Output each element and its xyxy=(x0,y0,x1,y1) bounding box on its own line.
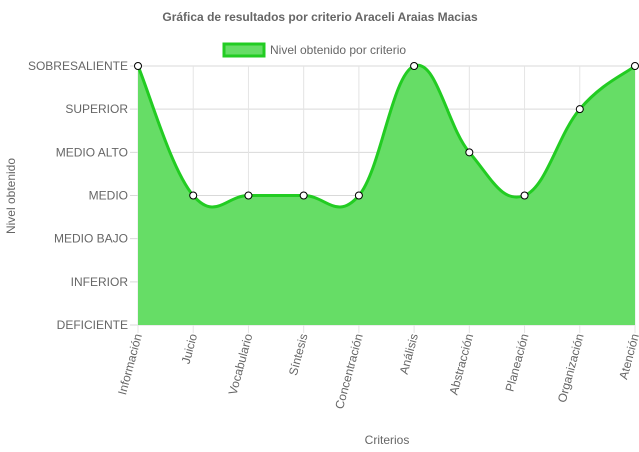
legend[interactable]: Nivel obtenido por criterio xyxy=(222,42,406,58)
y-axis-label: Nivel obtenido xyxy=(4,158,18,234)
x-tick-label: Concentración xyxy=(332,332,366,410)
y-tick-label: MEDIO ALTO xyxy=(56,145,128,159)
series-line xyxy=(136,63,636,209)
data-point-6[interactable] xyxy=(465,148,474,157)
data-point-3[interactable] xyxy=(299,191,308,200)
x-tick-label: Síntesis xyxy=(286,332,311,377)
series-area xyxy=(138,65,635,325)
y-tick-label: INFERIOR xyxy=(71,275,129,289)
x-tick-label: Organización xyxy=(555,332,587,404)
plot-area xyxy=(134,62,639,325)
x-tick-label: Atención xyxy=(616,332,639,381)
legend-swatch xyxy=(222,42,266,58)
y-tick-label: SUPERIOR xyxy=(65,102,128,116)
x-tick-label: Planeación xyxy=(503,332,532,393)
data-point-9[interactable] xyxy=(631,62,639,70)
y-axis-ticks: DEFICIENTE INFERIOR MEDIO BAJO MEDIO MEDIO A… xyxy=(28,59,128,332)
y-tick-label: MEDIO BAJO xyxy=(54,232,128,246)
y-tick-label: DEFICIENTE xyxy=(57,318,128,332)
x-tick-label: Análisis xyxy=(397,332,421,376)
x-axis-label: Criterios xyxy=(365,433,410,447)
data-point-0[interactable] xyxy=(134,62,142,70)
x-tick-label: Abstracción xyxy=(446,332,476,396)
x-tick-label: Vocabulario xyxy=(226,332,256,397)
legend-label: Nivel obtenido por criterio xyxy=(270,43,406,57)
y-tick-label: MEDIO xyxy=(89,189,128,203)
chart-title: Gráfica de resultados por criterio Arace… xyxy=(162,10,478,24)
data-point-5[interactable] xyxy=(410,62,419,70)
data-point-2[interactable] xyxy=(244,191,253,200)
x-tick-label: Juicio xyxy=(179,332,201,366)
data-point-1[interactable] xyxy=(189,191,198,200)
data-point-7[interactable] xyxy=(520,191,529,200)
y-tick-label: SOBRESALIENTE xyxy=(28,59,128,73)
x-axis-ticks: Información Juicio Vocabulario Síntesis Conc… xyxy=(115,332,639,411)
data-point-4[interactable] xyxy=(354,191,363,200)
x-tick-label: Información xyxy=(115,332,145,396)
data-point-8[interactable] xyxy=(575,105,584,114)
